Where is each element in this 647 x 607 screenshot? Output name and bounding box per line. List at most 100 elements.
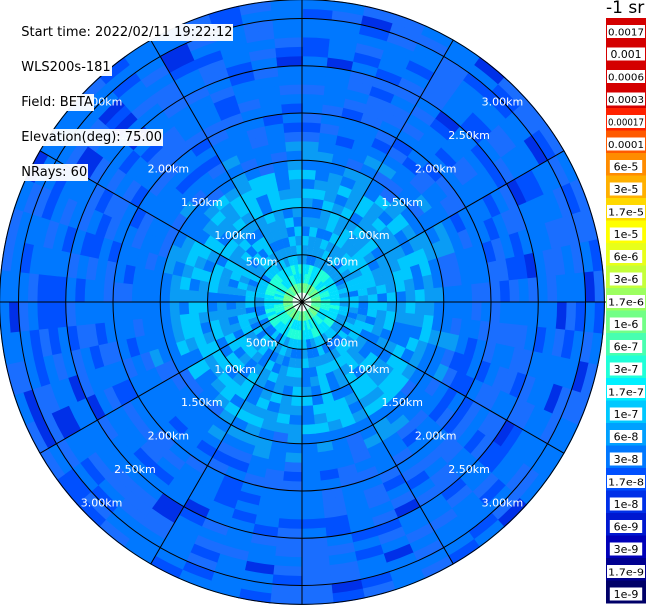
ppi-cell bbox=[244, 262, 257, 274]
ppi-cell bbox=[538, 413, 562, 446]
ppi-cell bbox=[508, 302, 520, 326]
ppi-cell bbox=[88, 419, 111, 447]
ppi-cell bbox=[125, 453, 151, 479]
ppi-cell bbox=[206, 301, 218, 312]
ppi-cell bbox=[269, 391, 283, 405]
ppi-cell bbox=[320, 332, 331, 344]
ppi-cell bbox=[112, 220, 130, 244]
ppi-cell bbox=[200, 517, 229, 537]
ppi-cell bbox=[163, 225, 180, 245]
ppi-cell bbox=[431, 382, 450, 403]
ppi-cell bbox=[259, 202, 274, 216]
ppi-cell bbox=[255, 329, 267, 341]
ppi-cell bbox=[216, 145, 238, 163]
ppi-cell bbox=[263, 336, 275, 349]
ppi-cell bbox=[182, 181, 202, 201]
ppi-cell bbox=[505, 256, 519, 282]
ppi-cell bbox=[269, 263, 280, 274]
ppi-cell bbox=[194, 171, 214, 190]
ppi-cell bbox=[311, 302, 322, 305]
ppi-cell bbox=[399, 379, 418, 398]
ppi-cell bbox=[36, 273, 49, 302]
ppi-cell bbox=[225, 238, 240, 253]
ppi-cell bbox=[448, 232, 465, 253]
ppi-cell bbox=[316, 268, 325, 280]
ppi-cell bbox=[391, 269, 405, 283]
ppi-cell bbox=[55, 438, 81, 469]
ppi-cell bbox=[281, 480, 302, 492]
ppi-cell bbox=[319, 307, 330, 314]
ppi-cell bbox=[162, 484, 189, 508]
ppi-cell bbox=[157, 345, 173, 364]
ppi-cell bbox=[329, 255, 341, 268]
ppi-cell bbox=[31, 385, 52, 418]
ppi-cell bbox=[296, 244, 303, 256]
ppi-cell bbox=[249, 273, 262, 283]
ppi-cell bbox=[372, 170, 392, 188]
ppi-cell bbox=[342, 166, 361, 182]
ppi-cell bbox=[424, 125, 449, 149]
ppi-cell bbox=[362, 322, 375, 334]
ppi-cell bbox=[508, 279, 520, 303]
ppi-cell bbox=[90, 484, 119, 514]
ppi-cell bbox=[88, 233, 105, 259]
ppi-cell bbox=[385, 179, 405, 198]
ppi-cell bbox=[401, 121, 426, 142]
ppi-cell bbox=[323, 85, 349, 99]
ppi-cell bbox=[42, 412, 65, 445]
ppi-cell bbox=[268, 279, 280, 288]
ppi-cell bbox=[319, 353, 330, 366]
ppi-cell bbox=[424, 80, 454, 104]
ppi-cell bbox=[302, 302, 310, 310]
ppi-cell bbox=[514, 254, 529, 281]
ppi-cell bbox=[321, 486, 344, 501]
ppi-cell bbox=[562, 214, 581, 247]
ppi-cell bbox=[302, 121, 322, 133]
ppi-cell bbox=[386, 31, 419, 53]
ppi-cell bbox=[148, 348, 164, 368]
ppi-cell bbox=[284, 216, 295, 229]
ppi-cell bbox=[418, 327, 432, 344]
ppi-cell bbox=[409, 409, 429, 430]
ppi-cell bbox=[50, 408, 73, 440]
ppi-cell bbox=[317, 373, 329, 386]
ppi-cell bbox=[61, 224, 78, 253]
ppi-cell bbox=[202, 119, 226, 139]
ppi-cell bbox=[278, 188, 292, 201]
ppi-cell bbox=[111, 71, 142, 99]
ppi-cell bbox=[295, 320, 301, 331]
ppi-cell bbox=[156, 492, 184, 516]
ppi-cell bbox=[125, 423, 148, 448]
ppi-cell bbox=[207, 281, 219, 294]
ppi-cell bbox=[546, 417, 571, 450]
ppi-cell bbox=[555, 421, 579, 455]
ppi-cell bbox=[382, 154, 403, 173]
ppi-cell bbox=[175, 148, 198, 169]
ppi-cell bbox=[451, 87, 481, 114]
ppi-cell bbox=[325, 252, 336, 264]
ppi-cell bbox=[194, 373, 211, 391]
ppi-cell bbox=[422, 161, 444, 183]
ppi-cell bbox=[185, 129, 209, 150]
ppi-cell bbox=[301, 367, 310, 379]
ppi-cell bbox=[377, 293, 388, 303]
ppi-cell bbox=[313, 179, 329, 192]
ppi-cell bbox=[417, 33, 450, 58]
ppi-cell bbox=[259, 486, 283, 500]
ppi-cell bbox=[302, 302, 312, 306]
ppi-cell bbox=[345, 316, 357, 326]
ppi-cell bbox=[275, 218, 287, 231]
ppi-cell bbox=[357, 307, 369, 317]
ppi-cell bbox=[263, 324, 274, 335]
ppi-cell bbox=[107, 340, 123, 364]
ppi-cell bbox=[418, 449, 442, 472]
ppi-cell bbox=[130, 228, 147, 250]
ppi-cell bbox=[252, 325, 264, 336]
ppi-cell bbox=[302, 206, 313, 218]
ppi-cell bbox=[560, 389, 582, 423]
ppi-cell bbox=[67, 200, 87, 229]
ppi-cell bbox=[236, 490, 261, 506]
range-ring-label: 2.00km bbox=[148, 162, 190, 175]
ppi-cell bbox=[128, 206, 147, 229]
ppi-cell bbox=[302, 235, 310, 246]
